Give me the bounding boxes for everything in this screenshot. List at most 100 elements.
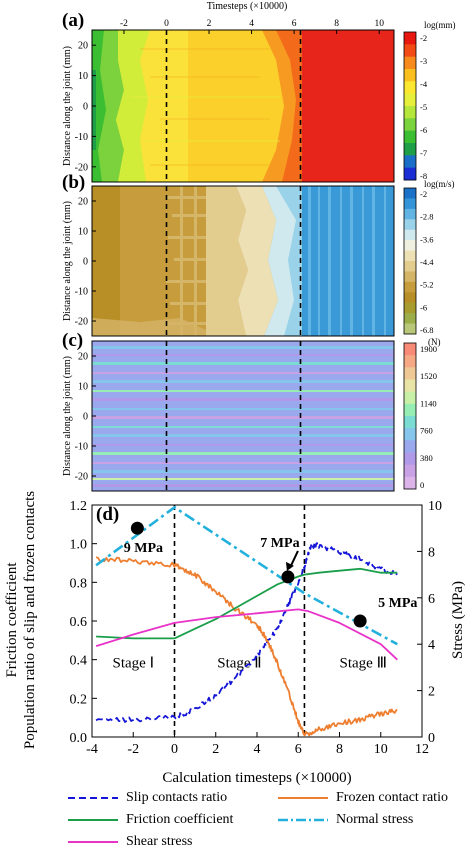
panel-a-y-tick-label: 20 xyxy=(78,41,88,52)
panel-c-colorbar-tick-label: 380 xyxy=(420,453,433,463)
panel-b-colorbar-cell xyxy=(404,281,416,293)
panel-c-y-tick-label: -20 xyxy=(75,472,88,483)
annotation-marker xyxy=(130,521,144,535)
panel-c-colorbar-tick-label: 1900 xyxy=(420,344,437,354)
panel-a-colorbar-cell xyxy=(404,106,416,119)
panel-b: 20 10 0 -10 -20 (b) Distance along the joint… xyxy=(62,172,455,337)
legend-item-shear: Shear stress xyxy=(68,834,193,850)
panel-a-colorbar-cell xyxy=(404,167,416,181)
panel-a-y-tick-label: 10 xyxy=(78,71,88,82)
panel-a-colorbar-cell xyxy=(404,155,416,169)
panel-d-y-tick-label-left: 0.0 xyxy=(70,731,88,746)
panel-c-colorbar-cell xyxy=(404,355,416,368)
panel-d-x-tick-label: 0 xyxy=(171,742,178,757)
legend-item-frozen: Frozen contact ratio xyxy=(278,790,448,806)
panel-d-y-tick-label-left: 0.8 xyxy=(70,576,88,591)
panel-d-frame xyxy=(91,504,423,738)
panel-b-ylabel: Distance along the joint (mm) xyxy=(62,201,73,321)
series-line-slip-contacts-ratio xyxy=(95,542,398,723)
panel-d-stage-label: Stage Ⅲ xyxy=(340,655,387,671)
panel-d-xlabel: Calculation timesteps (×10000) xyxy=(162,770,351,786)
panel-b-colorbar-cell xyxy=(404,292,416,304)
panel-a-top-tick-label: 2 xyxy=(207,19,212,29)
panel-c-colorbar-cell xyxy=(404,428,416,441)
panel-b-y-tick-label: 10 xyxy=(78,227,88,238)
panel-d-y-tick-label-left: 1.2 xyxy=(70,499,88,514)
panel-a-label: (a) xyxy=(62,10,84,31)
panel-d-x-tick-label: 12 xyxy=(415,742,429,757)
panel-a-colorbar-cell xyxy=(404,143,416,156)
legend-label-friction: Friction coefficient xyxy=(126,812,234,827)
panel-b-y-tick-label: -10 xyxy=(75,287,88,298)
panel-d-ylabel-right: Stress (MPa) xyxy=(450,581,466,659)
panel-d-annotations: 9 MPa 7 MPa 5 MPa xyxy=(124,521,417,628)
panel-b-colorbar-cell xyxy=(404,323,416,335)
legend-item-normal: Normal stress xyxy=(278,812,413,828)
panel-b-y-tick-labels: 20 10 0 -10 -20 xyxy=(75,197,96,328)
annotation-label: 5 MPa xyxy=(378,596,417,611)
panel-a-top-tick-label: -2 xyxy=(120,19,128,29)
panel-c-colorbar-tick-label: 760 xyxy=(420,426,433,436)
panel-d-series xyxy=(95,505,398,737)
panel-d-y-tick-label-right: 4 xyxy=(428,638,435,653)
panel-a-top-tick-label: 0 xyxy=(164,19,169,29)
panel-a-colorbar-cell xyxy=(404,69,416,82)
panel-a-heatmap xyxy=(92,30,394,182)
panel-a-top-tick-labels: -2 0 2 4 6 8 10 xyxy=(120,19,384,34)
panel-d-y-tick-label-right: 6 xyxy=(428,592,435,607)
panel-b-colorbar-tick-label: -6.8 xyxy=(420,325,433,335)
panel-b-stripes xyxy=(308,186,386,336)
annotation-marker xyxy=(281,570,295,584)
panel-b-y-tick-label: 0 xyxy=(83,257,88,268)
panel-c: 20 10 0 -10 -20 (c) Distance along the joint… xyxy=(62,330,441,492)
panel-c-heatmap xyxy=(92,341,394,491)
panel-a-colorbar-tick-label: -3 xyxy=(420,56,427,66)
panel-b-colorbar-title: log(m/s) xyxy=(424,179,455,189)
panel-d-x-tick-label: 8 xyxy=(336,742,343,757)
panel-c-colorbar: 1900 1520 1140 760 380 0 xyxy=(403,342,437,490)
panel-b-colorbar-cell xyxy=(404,240,416,251)
legend-item-slip: Slip contacts ratio xyxy=(68,790,227,806)
panel-a-colorbar-cell xyxy=(404,118,416,132)
legend-swatch-slip xyxy=(68,793,118,803)
panel-a-top-tick-label: 8 xyxy=(334,19,339,29)
panel-b-colorbar-cell xyxy=(404,229,416,241)
panel-a-colorbar-title: log(mm) xyxy=(424,20,456,30)
panel-a-y-tick-label: 0 xyxy=(83,102,88,113)
panel-a-top-tick-label: 4 xyxy=(249,19,254,29)
panel-c-colorbar-tick-label: 0 xyxy=(420,480,424,490)
legend-label-shear: Shear stress xyxy=(126,834,193,849)
panel-c-streaks xyxy=(92,346,394,487)
panel-d-x-tick-label: -4 xyxy=(86,742,98,757)
panel-b-y-tick-label: -20 xyxy=(75,317,88,328)
panel-c-colorbar-tick-label: 1520 xyxy=(420,371,437,381)
series-line-friction-coefficient xyxy=(96,567,398,640)
panel-c-colorbar-cell xyxy=(404,464,416,478)
panel-b-colorbar-cell xyxy=(404,271,416,283)
panel-b-colorbar-tick-label: -4.4 xyxy=(420,257,434,267)
panel-a-colorbar-tick-label: -6 xyxy=(420,125,427,135)
panel-b-colorbar-tick-label: -2 xyxy=(420,189,427,199)
panel-d-x-tick-label: 2 xyxy=(212,742,219,757)
panel-d-y-tick-label-left: 0.2 xyxy=(70,692,88,707)
panel-a-colorbar-frame xyxy=(403,31,417,181)
panel-b-colorbar-cell xyxy=(404,313,416,324)
panel-d-x-tick-label: 6 xyxy=(295,742,302,757)
panel-a-y-tick-label: -20 xyxy=(75,162,88,173)
panel-d-x-tick-label: 4 xyxy=(254,742,261,757)
panel-d-y-tick-label-right: 8 xyxy=(428,545,435,560)
panel-b-colorbar-cell xyxy=(404,261,416,272)
annotation-marker xyxy=(353,614,367,628)
panel-b-label: (b) xyxy=(62,172,85,193)
panel-a-colorbar-cell xyxy=(404,32,416,45)
panel-a-colorbar-tick-label: -5 xyxy=(420,102,427,112)
legend-swatch-shear xyxy=(68,837,118,847)
panel-a-colorbar-cell xyxy=(404,93,416,107)
panel-d-y-tick-label-left: 0.6 xyxy=(70,615,88,630)
panel-c-colorbar-cell xyxy=(404,367,416,380)
panel-d-y-tick-label-right: 0 xyxy=(428,731,435,746)
panel-d-ylabel-left-1: Friction coefficient xyxy=(4,562,20,678)
panel-c-colorbar-cell xyxy=(404,391,416,405)
panel-c-colorbar-cell xyxy=(404,343,416,356)
annotation-label: 7 MPa xyxy=(260,536,299,551)
